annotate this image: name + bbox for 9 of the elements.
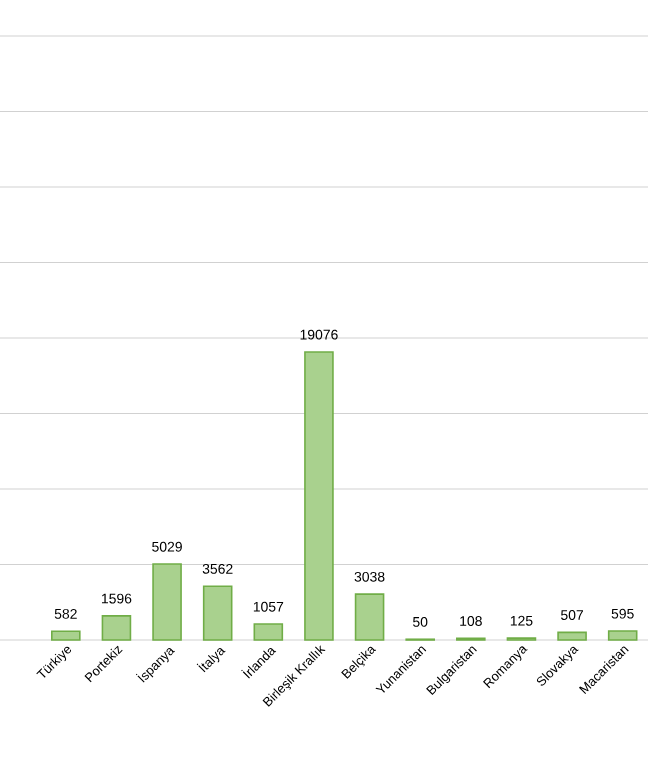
bar bbox=[101, 615, 132, 641]
bar bbox=[202, 585, 233, 641]
bar bbox=[557, 631, 587, 641]
bar bbox=[354, 593, 385, 641]
bar bbox=[304, 351, 334, 641]
bar bbox=[607, 630, 638, 641]
bar bbox=[152, 563, 182, 641]
bar bbox=[253, 623, 284, 641]
bar bbox=[51, 630, 81, 641]
